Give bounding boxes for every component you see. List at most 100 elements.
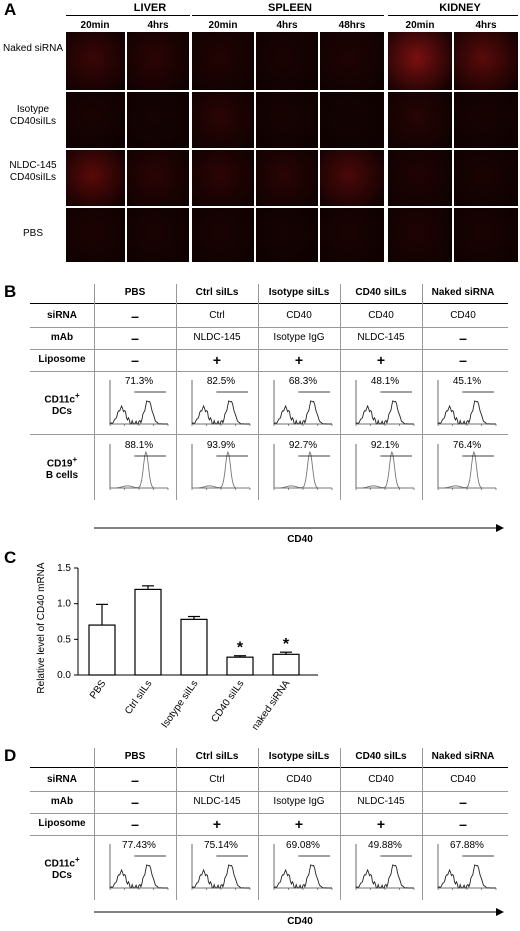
bar-3 [226, 656, 254, 676]
population-sub: B cells [45, 470, 79, 482]
panelB-histogram-0-3 [346, 376, 416, 437]
organ-label-kidney: KIDNEY [439, 2, 481, 14]
y-tick-label-1: 0.5 [57, 634, 71, 645]
tile-spleen-4hrs-row1 [256, 32, 318, 90]
panelD-row-label-2: Liposome [38, 818, 86, 829]
panelB-cell-2-2: + [294, 352, 304, 368]
tile-kidney-4hrs-row2 [454, 92, 518, 148]
row-label-pbs: PBS [22, 228, 43, 239]
population-sup: + [72, 455, 78, 464]
significance-3: * [237, 640, 244, 657]
y-tick-label-2: 1.0 [57, 599, 71, 610]
panelB-histogram-1-3 [346, 440, 416, 501]
panelD-cell-1-4: – [459, 794, 467, 810]
tile-spleen-4hrs-row2 [256, 92, 318, 148]
y-axis-label: Relative level of CD40 mRNA [36, 562, 47, 693]
tile-spleen-4hrs-row3 [256, 150, 318, 206]
y-tick-label-3: 1.5 [57, 563, 71, 574]
bar-chart-c: Relative level of CD40 mRNA 0.0 0.5 1.0 1.5… [36, 562, 318, 733]
panelB-cell-1-4: – [459, 330, 467, 346]
panelB-pct-1-4: 76.4% [452, 440, 482, 451]
panelB-hist-row-label-1: CD19+ B cells [30, 454, 94, 482]
panelD-cell-2-1: + [212, 816, 222, 832]
panelB-pct-0-2: 68.3% [288, 376, 318, 387]
panelB-pct-0-3: 48.1% [370, 376, 400, 387]
panelD-cell-2-0: – [131, 816, 139, 832]
panel-d-letter: D [4, 746, 17, 765]
cd40-axis-label-b: CD40 [287, 534, 313, 545]
panelD-hist-row-label-0: CD11c+ DCs [30, 854, 94, 882]
panelD-pct-0-3: 49.88% [368, 840, 402, 851]
x-tick-label-3: CD40 siILs [209, 678, 246, 724]
organ-underline-liver [66, 15, 190, 16]
x-tick-label-0: PBS [88, 678, 109, 701]
time-spleen-4hrs: 4hrs [276, 20, 298, 31]
panelD-cell-1-1: NLDC-145 [193, 796, 241, 807]
panelD-cell-1-2: Isotype IgG [273, 796, 325, 807]
panelB-col-header-2: Isotype siILs [268, 287, 330, 298]
panelD-row-label-1: mAb [50, 796, 74, 807]
panelD-histogram-0-0 [100, 840, 170, 901]
row-label-nldc: NLDC-145 CD40siILs [9, 160, 57, 183]
panelB-pct-1-2: 92.7% [288, 440, 318, 451]
panelD-col-rule-4 [422, 748, 423, 900]
panelB-histogram-0-0 [100, 376, 170, 437]
panelB-col-rule-0 [94, 284, 95, 500]
tile-liver-20min-row2 [66, 92, 125, 148]
panelB-cell-0-3: CD40 [368, 310, 394, 321]
tile-liver-4hrs-row1 [127, 32, 189, 90]
organ-label-liver: LIVER [133, 2, 167, 14]
panelB-row-label-2: Liposome [38, 354, 86, 365]
cd40-arrow-b [94, 520, 504, 532]
panelD-col-header-3: CD40 siILs [355, 751, 407, 762]
bar-2 [180, 618, 208, 676]
panelB-pct-0-4: 45.1% [452, 376, 482, 387]
panelB-header-rule [30, 303, 508, 304]
population-sup: + [74, 391, 80, 400]
panelB-histogram-1-4 [428, 440, 498, 501]
panelD-histogram-0-1 [182, 840, 252, 901]
panelB-col-header-0: PBS [124, 287, 146, 298]
panelD-row-rule-2 [30, 835, 508, 836]
population-name: CD19 [46, 458, 73, 470]
tile-spleen-20min-row2 [192, 92, 254, 148]
panelB-cell-2-1: + [212, 352, 222, 368]
panelB-col-rule-2 [258, 284, 259, 500]
tile-liver-4hrs-row3 [127, 150, 189, 206]
panelD-pct-0-0: 77.43% [122, 840, 156, 851]
tile-liver-4hrs-row2 [127, 92, 189, 148]
panelB-histogram-1-0 [100, 440, 170, 501]
panelB-row-label-1: mAb [50, 332, 74, 343]
panelD-cell-2-4: – [459, 816, 467, 832]
panelD-col-rule-0 [94, 748, 95, 900]
panelB-cell-1-3: NLDC-145 [357, 332, 405, 343]
population-name: CD11c [44, 858, 75, 870]
tile-kidney-20min-row1 [388, 32, 452, 90]
panelB-col-rule-1 [176, 284, 177, 500]
panelB-row-rule-2 [30, 371, 508, 372]
panelD-row-label-0: siRNA [46, 774, 77, 785]
tile-kidney-20min-row2 [388, 92, 452, 148]
tile-liver-4hrs-row4 [127, 208, 189, 262]
panelD-cell-1-0: – [131, 794, 139, 810]
significance-4: * [283, 636, 290, 653]
panelD-cell-0-2: CD40 [286, 774, 312, 785]
panelB-histogram-1-1 [182, 440, 252, 501]
panelB-col-header-4: Naked siRNA [431, 287, 495, 298]
time-liver-20min: 20min [80, 20, 110, 31]
tile-spleen-48hrs-row3 [320, 150, 384, 206]
population-name: CD11c [44, 394, 75, 406]
x-tick-label-4: naked siRNA [250, 678, 293, 732]
panelB-row-rule-1 [30, 349, 508, 350]
tile-liver-20min-row3 [66, 150, 125, 206]
tile-spleen-48hrs-row1 [320, 32, 384, 90]
panelD-cell-0-3: CD40 [368, 774, 394, 785]
tile-kidney-4hrs-row4 [454, 208, 518, 262]
tile-kidney-20min-row4 [388, 208, 452, 262]
panelB-cell-0-0: – [131, 308, 139, 324]
panelB-histogram-0-1 [182, 376, 252, 437]
time-kidney-20min: 20min [405, 20, 435, 31]
panelD-cell-0-4: CD40 [450, 774, 476, 785]
panelB-hist-rule-0 [30, 434, 508, 435]
panelD-col-header-2: Isotype siILs [268, 751, 330, 762]
